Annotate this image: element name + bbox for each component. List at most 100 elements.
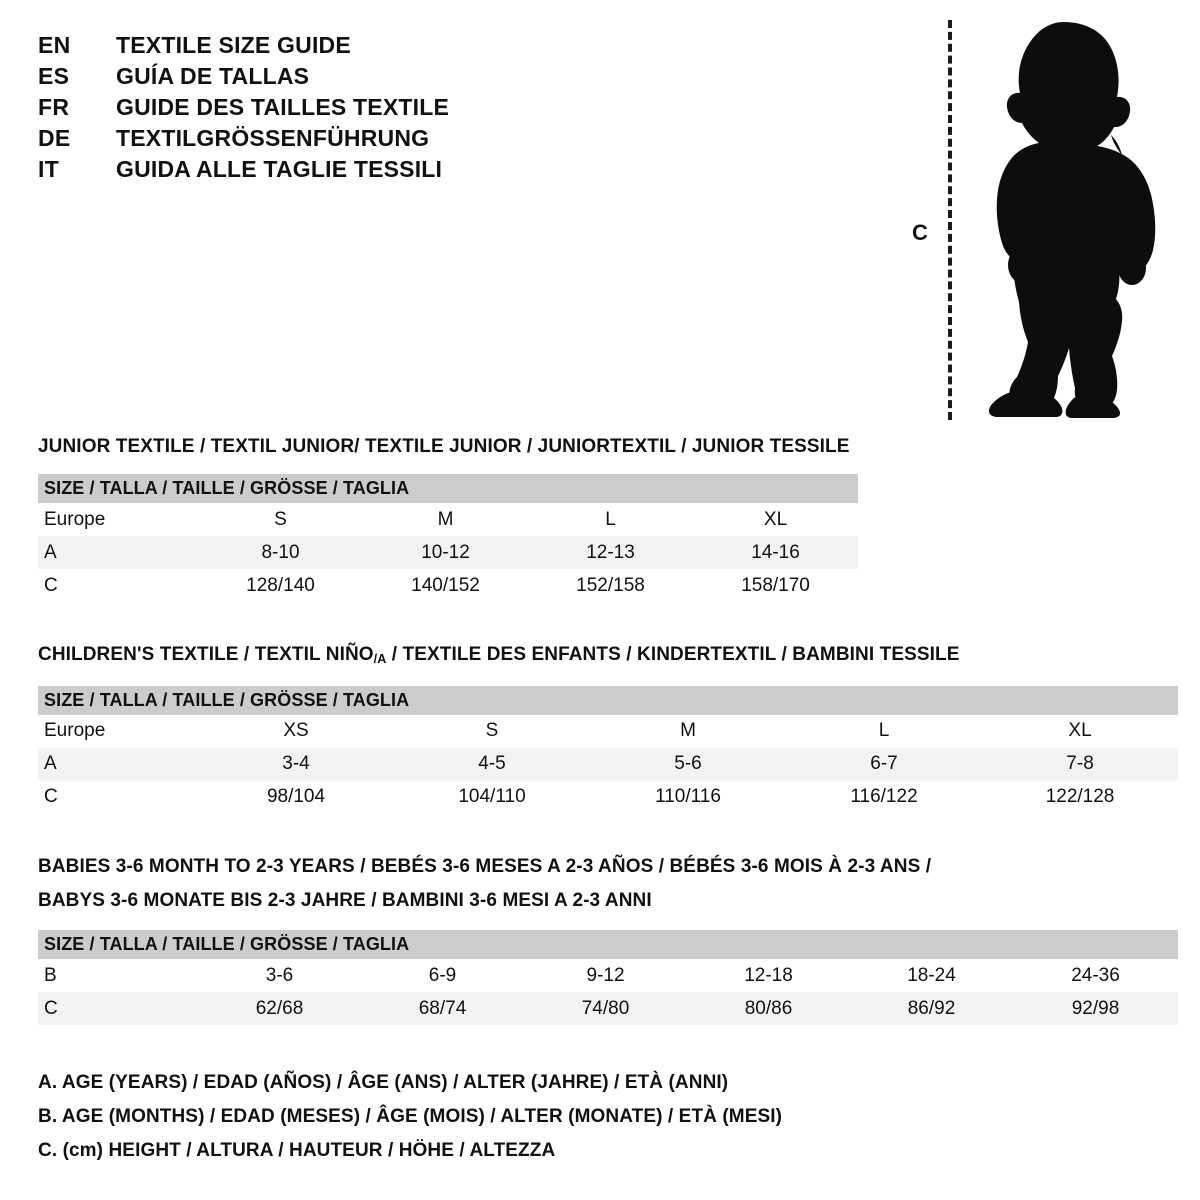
section-junior-textile: JUNIOR TEXTILE / TEXTIL JUNIOR/ TEXTILE … (38, 432, 859, 602)
legend-line-b: B. AGE (MONTHS) / EDAD (MESES) / ÂGE (MO… (38, 1106, 783, 1127)
language-row-it: IT GUIDA ALLE TAGLIE TESSILI (38, 156, 598, 187)
language-row-de: DE TEXTILGRÖSSENFÜHRUNG (38, 125, 598, 156)
table-cell: 12-18 (687, 959, 850, 992)
table-row: Europe S M L XL (38, 503, 859, 536)
language-row-en: EN TEXTILE SIZE GUIDE (38, 32, 598, 63)
table-cell: 128/140 (198, 569, 363, 602)
table-cell: 6-9 (361, 959, 524, 992)
table-cell: 74/80 (524, 992, 687, 1025)
height-measurement-diagram: C (890, 8, 1190, 428)
language-code: IT (38, 156, 60, 182)
language-row-fr: FR GUIDE DES TAILLES TEXTILE (38, 94, 598, 125)
height-marker-label: C (912, 220, 928, 245)
table-cell: 116/122 (786, 780, 982, 814)
table-row: C 128/140 140/152 152/158 158/170 (38, 569, 859, 602)
table-cell: XL (982, 714, 1179, 748)
language-row-es: ES GUÍA DE TALLAS (38, 63, 598, 94)
language-title: TEXTILGRÖSSENFÜHRUNG (116, 125, 430, 151)
junior-section-heading: JUNIOR TEXTILE / TEXTIL JUNIOR/ TEXTILE … (38, 436, 850, 457)
babies-section-heading-line1: BABIES 3-6 MONTH TO 2-3 YEARS / BEBÉS 3-… (38, 856, 932, 877)
children-table-bar-cell: SIZE / TALLA / TAILLE / GRÖSSE / TAGLIA (38, 685, 1179, 715)
table-cell: 122/128 (982, 780, 1179, 814)
table-cell: S (394, 714, 590, 748)
table-cell: XL (693, 503, 859, 536)
babies-table-bar-row: SIZE / TALLA / TAILLE / GRÖSSE / TAGLIA (38, 930, 1179, 959)
babies-table-bar-cell: SIZE / TALLA / TAILLE / GRÖSSE / TAGLIA (38, 930, 1179, 959)
junior-size-bar-label: SIZE / TALLA / TAILLE / GRÖSSE / TAGLIA (44, 478, 410, 498)
babies-size-table: SIZE / TALLA / TAILLE / GRÖSSE / TAGLIA … (38, 930, 1179, 1025)
children-heading-subscript: /A (373, 651, 387, 666)
legend-line-c: C. (cm) HEIGHT / ALTURA / HAUTEUR / HÖHE… (38, 1140, 556, 1161)
table-cell: 140/152 (363, 569, 528, 602)
children-size-bar-label: SIZE / TALLA / TAILLE / GRÖSSE / TAGLIA (44, 689, 410, 710)
table-row: C 62/68 68/74 74/80 80/86 86/92 92/98 (38, 992, 1179, 1025)
language-code: EN (38, 32, 71, 58)
row-label: C (38, 780, 198, 814)
table-cell: 110/116 (590, 780, 786, 814)
language-code: ES (38, 63, 70, 89)
table-cell: 152/158 (528, 569, 693, 602)
height-dashed-line (948, 20, 952, 420)
table-cell: 80/86 (687, 992, 850, 1025)
legend-line-a: A. AGE (YEARS) / EDAD (AÑOS) / ÂGE (ANS)… (38, 1072, 729, 1093)
section-babies-textile: BABIES 3-6 MONTH TO 2-3 YEARS / BEBÉS 3-… (38, 852, 1179, 1025)
children-size-table: SIZE / TALLA / TAILLE / GRÖSSE / TAGLIA … (38, 685, 1179, 814)
row-label: B (38, 959, 198, 992)
table-cell: 7-8 (982, 747, 1179, 781)
children-section-heading: CHILDREN'S TEXTILE / TEXTIL NIÑO/A / TEX… (38, 640, 1178, 674)
table-cell: M (363, 503, 528, 536)
measurement-legend: A. AGE (YEARS) / EDAD (AÑOS) / ÂGE (ANS)… (38, 1066, 782, 1168)
table-cell: M (590, 714, 786, 748)
junior-table-bar-row: SIZE / TALLA / TAILLE / GRÖSSE / TAGLIA (38, 474, 859, 503)
table-cell: L (528, 503, 693, 536)
junior-size-table: SIZE / TALLA / TAILLE / GRÖSSE / TAGLIA … (38, 474, 859, 602)
table-cell: 18-24 (850, 959, 1013, 992)
row-label: C (38, 569, 198, 602)
babies-section-heading-line2: BABYS 3-6 MONATE BIS 2-3 JAHRE / BAMBINI… (38, 890, 652, 911)
table-cell: 24-36 (1013, 959, 1179, 992)
language-title: GUÍA DE TALLAS (116, 63, 310, 89)
table-cell: XS (198, 714, 394, 748)
table-cell: 10-12 (363, 536, 528, 569)
table-row: C 98/104 104/110 110/116 116/122 122/128 (38, 780, 1179, 814)
row-label: C (38, 992, 198, 1025)
table-cell: 98/104 (198, 780, 394, 814)
language-title: GUIDE DES TAILLES TEXTILE (116, 94, 449, 120)
row-label: A (38, 747, 198, 781)
table-row: B 3-6 6-9 9-12 12-18 18-24 24-36 (38, 959, 1179, 992)
table-row: A 8-10 10-12 12-13 14-16 (38, 536, 859, 569)
table-cell: 6-7 (786, 747, 982, 781)
section-childrens-textile: CHILDREN'S TEXTILE / TEXTIL NIÑO/A / TEX… (38, 640, 1179, 814)
table-row: A 3-4 4-5 5-6 6-7 7-8 (38, 747, 1179, 781)
table-cell: 158/170 (693, 569, 859, 602)
toddler-silhouette-icon (988, 22, 1156, 418)
table-cell: 3-6 (198, 959, 361, 992)
children-heading-post: / TEXTILE DES ENFANTS / KINDERTEXTIL / B… (386, 644, 960, 665)
language-title-block: EN TEXTILE SIZE GUIDE ES GUÍA DE TALLAS … (38, 32, 598, 187)
language-title: GUIDA ALLE TAGLIE TESSILI (116, 156, 443, 182)
table-cell: 14-16 (693, 536, 859, 569)
language-code: FR (38, 94, 70, 120)
table-cell: 9-12 (524, 959, 687, 992)
table-cell: L (786, 714, 982, 748)
table-cell: 3-4 (198, 747, 394, 781)
children-heading-pre: CHILDREN'S TEXTILE / TEXTIL NIÑO (38, 644, 374, 665)
babies-size-bar-label: SIZE / TALLA / TAILLE / GRÖSSE / TAGLIA (44, 934, 410, 954)
table-cell: 8-10 (198, 536, 363, 569)
language-code: DE (38, 125, 71, 151)
row-label: A (38, 536, 198, 569)
table-cell: 62/68 (198, 992, 361, 1025)
junior-table-bar-cell: SIZE / TALLA / TAILLE / GRÖSSE / TAGLIA (38, 474, 859, 503)
table-cell: S (198, 503, 363, 536)
row-label: Europe (38, 503, 198, 536)
table-row: Europe XS S M L XL (38, 714, 1179, 748)
row-label: Europe (38, 714, 198, 748)
table-cell: 68/74 (361, 992, 524, 1025)
children-table-bar-row: SIZE / TALLA / TAILLE / GRÖSSE / TAGLIA (38, 685, 1179, 715)
table-cell: 5-6 (590, 747, 786, 781)
language-title: TEXTILE SIZE GUIDE (116, 32, 351, 58)
table-cell: 92/98 (1013, 992, 1179, 1025)
table-cell: 12-13 (528, 536, 693, 569)
table-cell: 104/110 (394, 780, 590, 814)
table-cell: 4-5 (394, 747, 590, 781)
